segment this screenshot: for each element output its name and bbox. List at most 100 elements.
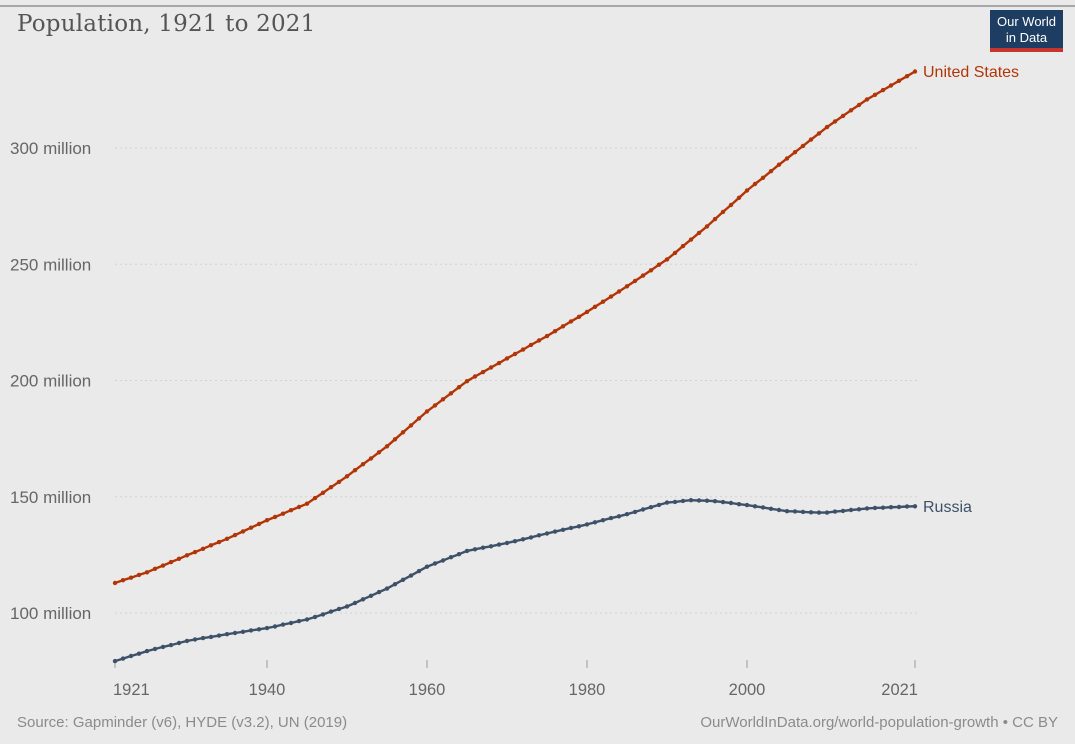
russia-point (176, 640, 182, 646)
russia-point (304, 617, 310, 622)
united-states-point (704, 224, 710, 229)
russia-end-label[interactable]: Russia (923, 499, 972, 516)
united-states-point (840, 113, 846, 119)
russia-point (520, 537, 526, 542)
russia-point (560, 527, 566, 532)
russia-point (128, 653, 134, 659)
x-axis-label: 1960 (409, 681, 446, 699)
united-states-point (168, 559, 174, 565)
united-states-point (496, 360, 502, 366)
united-states-point (584, 309, 590, 315)
united-states-point (152, 566, 158, 571)
russia-point (624, 512, 630, 517)
russia-point (592, 520, 598, 525)
russia-point (872, 505, 878, 511)
series-united-states[interactable] (112, 69, 918, 586)
russia-point (112, 658, 118, 664)
united-states-point (784, 156, 790, 161)
y-axis-label: 300 million (10, 139, 91, 158)
united-states-point (328, 485, 334, 490)
united-states-point (664, 257, 670, 262)
united-states-point (232, 532, 238, 538)
x-axis-label: 1980 (569, 681, 606, 699)
united-states-point (136, 572, 142, 578)
united-states-point (720, 209, 726, 215)
united-states-point (352, 468, 358, 473)
united-states-point (696, 230, 702, 236)
russia-point (320, 612, 326, 617)
united-states-point (200, 546, 206, 551)
united-states-point (848, 108, 854, 113)
owid-logo[interactable]: Our World in Data (990, 10, 1063, 52)
united-states-point (408, 423, 414, 428)
russia-point (696, 498, 702, 503)
x-axis-label: 2021 (881, 681, 918, 699)
russia-point (584, 522, 590, 527)
united-states-point (440, 397, 446, 402)
russia-point (536, 533, 542, 538)
russia-point (880, 505, 886, 510)
russia-line[interactable] (113, 499, 917, 663)
russia-point (600, 518, 606, 523)
united-states-point (432, 403, 438, 408)
russia-point (480, 545, 486, 550)
x-axis-label: 1921 (113, 681, 150, 699)
united-states-point (904, 74, 910, 79)
y-axis-label: 200 million (10, 372, 91, 391)
russia-point (488, 544, 494, 549)
russia-point (144, 648, 150, 654)
russia-point (672, 499, 678, 505)
united-states-point (424, 409, 430, 414)
russia-point (896, 504, 902, 510)
united-states-point (656, 262, 662, 267)
russia-point (328, 609, 334, 614)
russia-point (744, 502, 750, 508)
russia-point (656, 502, 662, 508)
united-states-point (144, 570, 150, 575)
russia-point (680, 498, 686, 504)
russia-point (816, 510, 822, 515)
united-states-point (688, 237, 694, 242)
united-states-point (208, 543, 214, 548)
russia-point (224, 632, 230, 637)
russia-point (824, 510, 830, 515)
russia-point (456, 552, 462, 557)
united-states-point (912, 69, 918, 74)
united-states-point (672, 250, 678, 256)
russia-point (120, 656, 126, 661)
united-states-point (792, 150, 798, 155)
russia-point (280, 622, 286, 627)
russia-point (576, 524, 582, 529)
united-states-point (240, 529, 246, 534)
russia-point (504, 540, 510, 546)
united-states-point (544, 333, 550, 339)
russia-point (904, 504, 910, 509)
united-states-point (776, 162, 782, 167)
russia-point (736, 502, 742, 507)
united-states-point (448, 391, 454, 396)
russia-point (296, 618, 302, 624)
russia-point (240, 629, 246, 634)
united-states-point (856, 102, 862, 108)
united-states-point (520, 347, 526, 352)
russia-point (568, 525, 574, 531)
footer-link[interactable]: OurWorldInData.org/world-population-grow… (700, 714, 1058, 731)
russia-point (856, 507, 862, 512)
series-russia[interactable] (112, 498, 918, 664)
united-states-point (608, 294, 614, 299)
russia-point (464, 548, 470, 554)
russia-point (712, 499, 718, 504)
russia-point (368, 593, 374, 598)
united-states-point (528, 342, 534, 348)
united-states-point (376, 450, 382, 455)
russia-point (720, 499, 726, 505)
russia-point (344, 604, 350, 609)
united-states-point (256, 521, 262, 527)
chart-footer: Source: Gapminder (v6), HYDE (v3.2), UN … (17, 714, 1058, 731)
united-states-end-label[interactable]: United States (923, 64, 1019, 81)
united-states-point (304, 501, 310, 506)
y-axis-label: 150 million (10, 488, 91, 507)
united-states-point (160, 563, 166, 568)
russia-point (864, 506, 870, 511)
